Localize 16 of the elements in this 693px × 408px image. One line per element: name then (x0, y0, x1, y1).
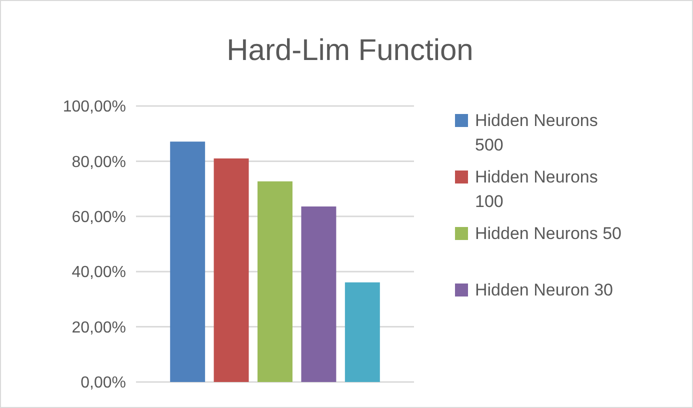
legend-label: Hidden Neuron 30 (475, 280, 613, 300)
legend-label: Hidden Neurons 100 (475, 167, 598, 212)
bar (170, 142, 206, 382)
y-tick-label: 0,00% (80, 374, 126, 392)
bar (214, 158, 249, 382)
bar (258, 181, 292, 382)
bar (344, 282, 380, 382)
y-tick-label: 80,00% (72, 154, 126, 171)
y-tick-label: 100,00% (62, 98, 126, 116)
legend-label: Hidden Neurons 500 (475, 110, 598, 155)
y-tick-label: 60,00% (72, 209, 126, 226)
chart-title: Hard-Lim Function (226, 34, 474, 67)
y-tick-label: 20,00% (72, 319, 126, 336)
bar (301, 206, 336, 382)
y-tick-label: 40,00% (72, 264, 126, 282)
legend-label: Hidden Neurons 50 (475, 224, 622, 243)
